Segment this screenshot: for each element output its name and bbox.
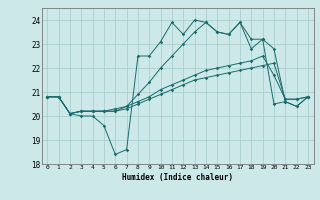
X-axis label: Humidex (Indice chaleur): Humidex (Indice chaleur) <box>122 173 233 182</box>
